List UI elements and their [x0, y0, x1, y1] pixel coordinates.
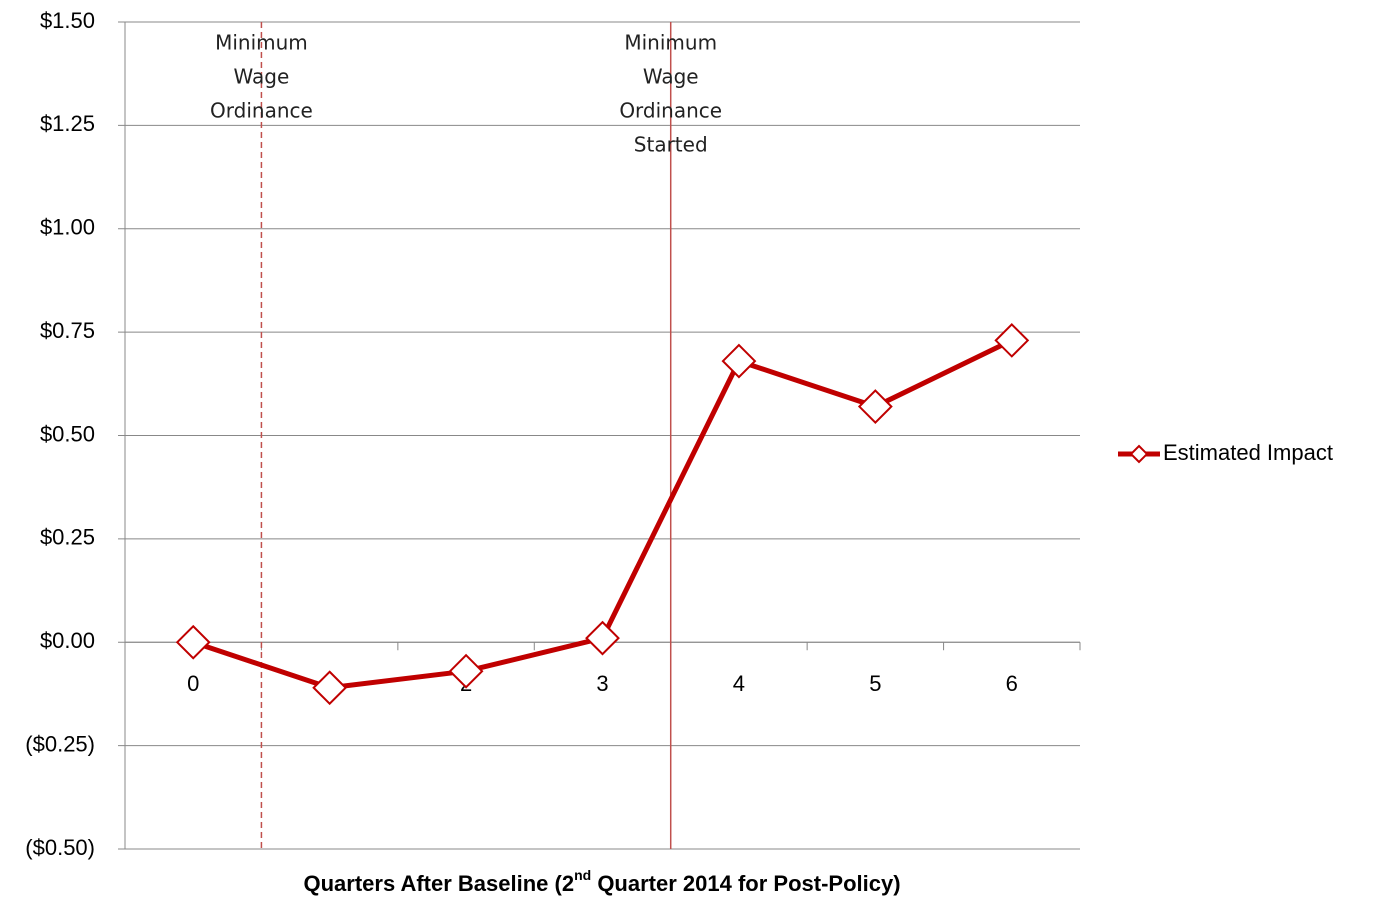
x-tick-label: 6	[1006, 671, 1018, 696]
y-tick-label: $0.75	[40, 318, 95, 343]
marker	[721, 343, 757, 379]
marker	[175, 624, 211, 660]
x-axis-title-sup: nd	[574, 867, 591, 883]
x-axis-title: Quarters After Baseline (2nd Quarter 201…	[303, 867, 900, 896]
annotation-text: Ordinance	[210, 99, 313, 123]
annotation-text: Minimum	[624, 31, 717, 55]
x-axis-title-part: Quarter 2014 for Post-Policy)	[591, 871, 900, 896]
y-tick-label: $1.25	[40, 111, 95, 136]
x-tick-label: 4	[733, 671, 745, 696]
x-tick-label: 0	[187, 671, 199, 696]
y-tick-label: $1.50	[40, 8, 95, 33]
legend-label: Estimated Impact	[1163, 440, 1333, 465]
marker	[312, 670, 348, 706]
annotation-text: Ordinance	[619, 99, 722, 123]
x-tick-label: 5	[869, 671, 881, 696]
y-tick-label: $1.00	[40, 215, 95, 240]
marker	[857, 389, 893, 424]
marker	[994, 322, 1030, 358]
marker	[448, 653, 484, 689]
y-tick-label: $0.50	[40, 421, 95, 446]
y-tick-label: ($0.25)	[25, 731, 95, 756]
annotation-text: Minimum	[215, 31, 308, 55]
x-axis-title-part: Quarters After Baseline (2	[303, 871, 574, 896]
annotation-text: Started	[634, 133, 708, 157]
annotation-text: Wage	[234, 65, 290, 89]
y-tick-label: $0.00	[40, 628, 95, 653]
y-tick-label: ($0.50)	[25, 835, 95, 860]
x-tick-label: 3	[596, 671, 608, 696]
annotation-text: Wage	[643, 65, 699, 89]
y-tick-label: $0.25	[40, 525, 95, 550]
marker	[585, 620, 620, 656]
legend-marker	[1129, 444, 1149, 464]
